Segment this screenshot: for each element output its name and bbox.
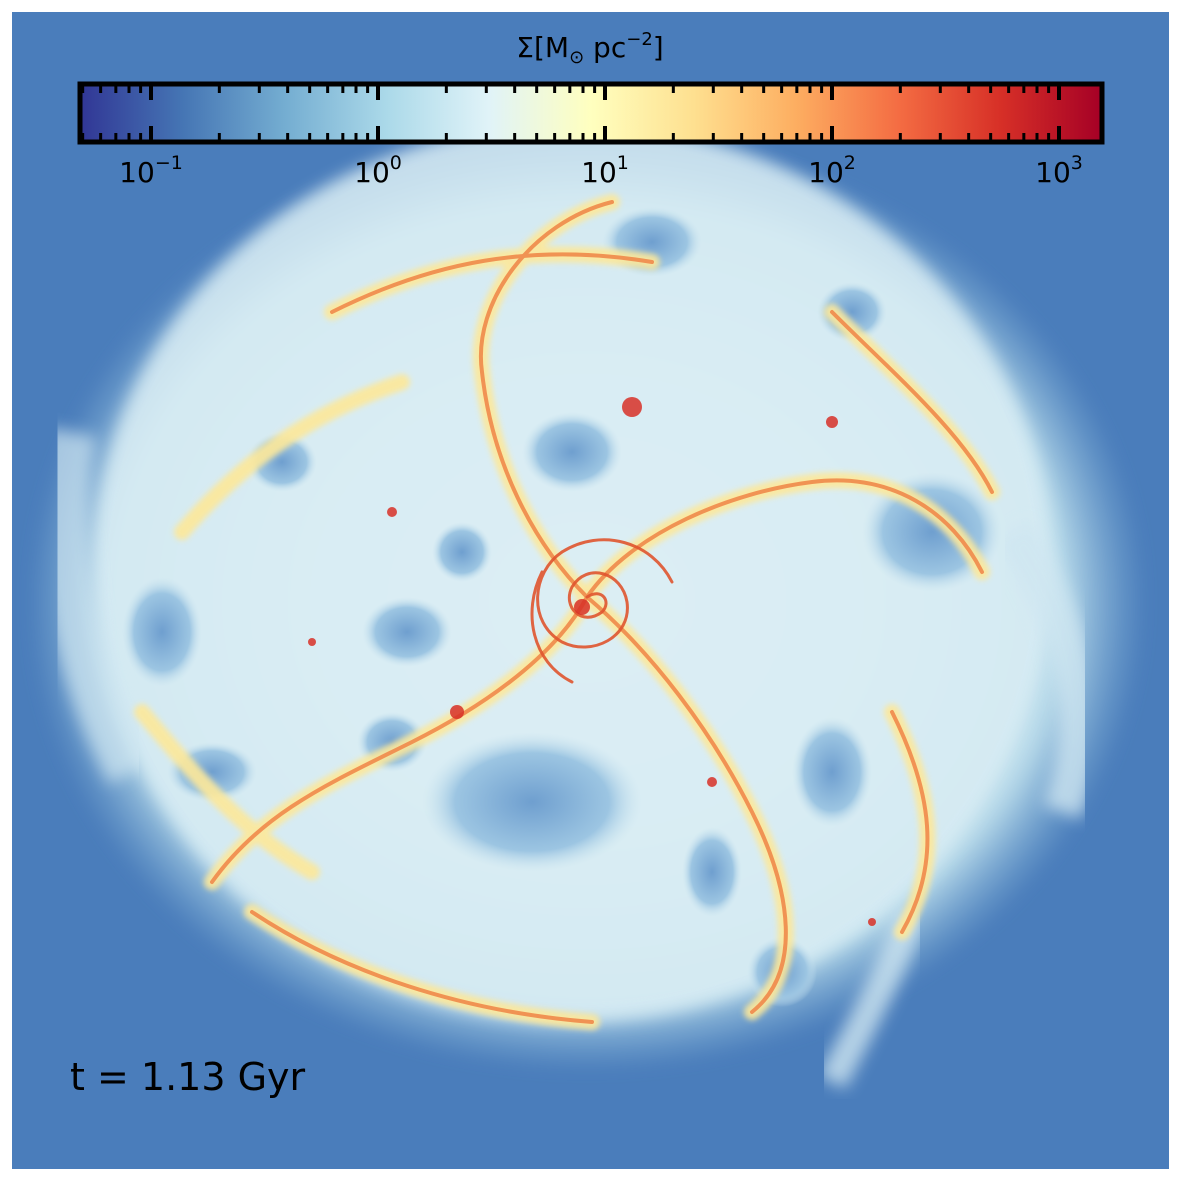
colorbar-gradient xyxy=(80,84,1102,142)
colorbar-title: Σ[M⊙ pc−2] xyxy=(516,29,663,68)
colorbar-tick-label: 102 xyxy=(808,152,856,189)
density-map-figure: Σ[M⊙ pc−2] 10−1 100 101 102 103 t = 1.13 Gyr xyxy=(12,12,1169,1169)
time-label: t = 1.13 Gyr xyxy=(70,1055,306,1099)
colorbar: Σ[M⊙ pc−2] 10−1 100 101 102 103 xyxy=(77,29,1105,189)
density-map: Σ[M⊙ pc−2] 10−1 100 101 102 103 t = 1.13 Gyr xyxy=(12,12,1169,1169)
spiral-filaments xyxy=(134,194,1000,1030)
density-voids xyxy=(122,207,1002,1007)
colorbar-tick-label: 100 xyxy=(354,152,402,189)
colorbar-frame xyxy=(77,81,1105,145)
colorbar-tick-label: 101 xyxy=(581,152,629,189)
colorbar-tick-label: 10−1 xyxy=(119,152,183,189)
colorbar-tick-label: 103 xyxy=(1035,152,1083,189)
dense-clumps xyxy=(308,397,876,926)
colorbar-tick-labels: 10−1 100 101 102 103 xyxy=(119,152,1083,189)
